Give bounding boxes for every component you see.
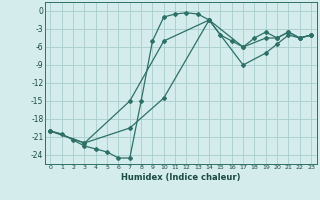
X-axis label: Humidex (Indice chaleur): Humidex (Indice chaleur): [121, 173, 241, 182]
